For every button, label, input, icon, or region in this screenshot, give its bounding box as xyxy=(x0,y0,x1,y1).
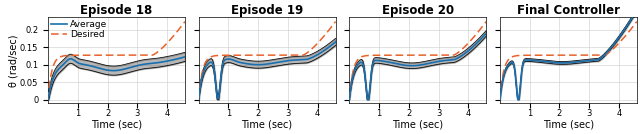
Y-axis label: θ (rad/sec): θ (rad/sec) xyxy=(8,34,19,87)
X-axis label: Time (sec): Time (sec) xyxy=(543,120,594,130)
Title: Episode 18: Episode 18 xyxy=(81,4,152,17)
X-axis label: Time (sec): Time (sec) xyxy=(91,120,142,130)
Title: Final Controller: Final Controller xyxy=(517,4,620,17)
X-axis label: Time (sec): Time (sec) xyxy=(241,120,292,130)
Title: Episode 20: Episode 20 xyxy=(381,4,454,17)
Legend: Average, Desired: Average, Desired xyxy=(50,19,108,40)
Title: Episode 19: Episode 19 xyxy=(231,4,303,17)
X-axis label: Time (sec): Time (sec) xyxy=(392,120,444,130)
